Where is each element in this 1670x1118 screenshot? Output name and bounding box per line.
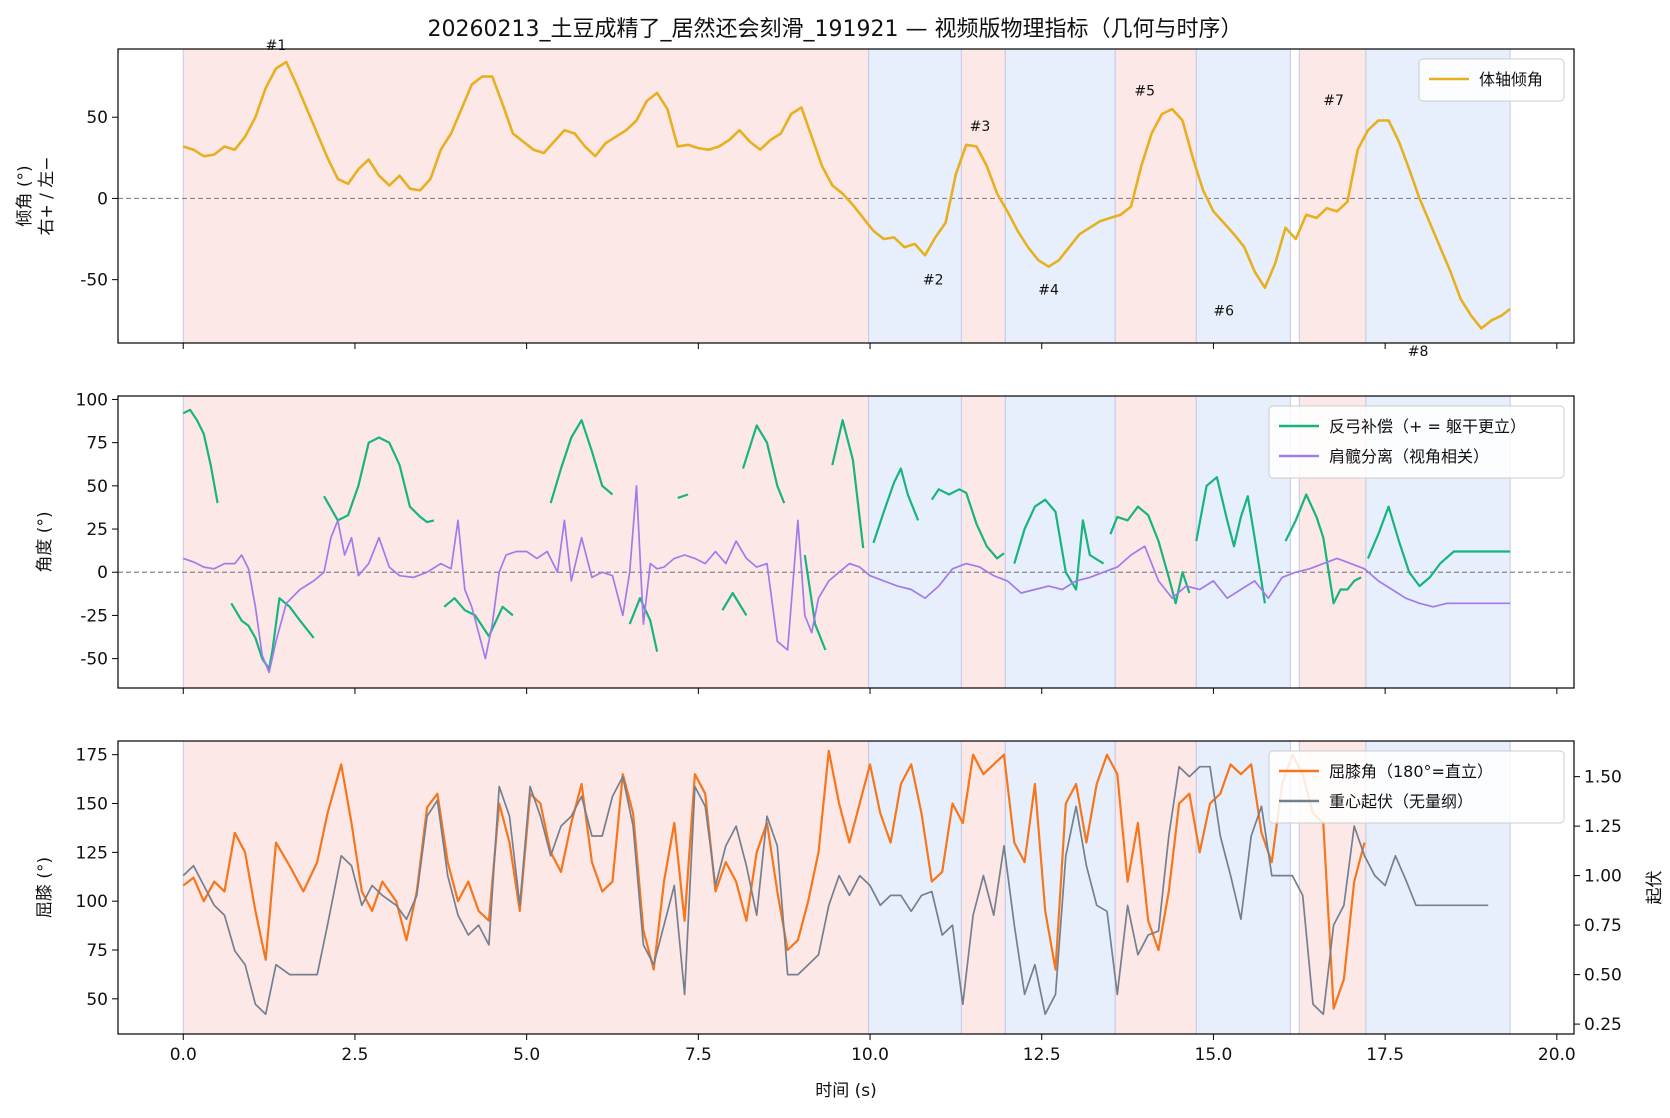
legend-label: 屈膝角（180°=直立） [1329,762,1493,781]
peak-label: #6 [1213,303,1234,319]
y-tick-label-right: 1.50 [1584,768,1622,788]
peak-label: #3 [970,119,991,135]
peak-label: #2 [923,273,944,289]
y-tick-label: 0 [97,563,108,583]
series-line [182,408,219,504]
y-tick-label: -50 [80,650,108,670]
series-line [721,591,748,616]
legend-label: 重心起伏（无量纲） [1329,792,1473,811]
phase-band [183,741,869,1034]
phase-band [183,396,869,688]
phase-band [1115,396,1197,688]
x-tick-label: 2.5 [341,1045,368,1065]
y-axis-label-sub: 右+ / 左− [37,156,57,235]
axes-frame [117,48,1575,344]
chart-title: 20260213_土豆成精了_居然还会刻滑_191921 — 视频版物理指标（几… [428,17,1243,42]
series-line [323,436,435,524]
y-tick-label: 125 [76,843,108,863]
legend-label: 肩髋分离（视角相关） [1329,447,1489,466]
y-tick-label-right: 0.75 [1584,916,1622,936]
x-tick-label: 12.5 [1023,1045,1061,1065]
phase-band [961,396,1006,688]
y-tick-label-right: 1.25 [1584,817,1622,837]
y-tick-label: 100 [76,390,108,410]
y-tick-label-right: 1.00 [1584,867,1622,887]
y-tick-label: 0 [97,189,108,209]
x-tick-label: 0.0 [170,1045,197,1065]
y-tick-label: 50 [86,477,108,497]
series-line [803,554,827,651]
series-line [872,467,920,544]
y-tick-label: 75 [86,434,108,454]
y-tick-label: -50 [80,271,108,291]
series-line [182,484,1511,674]
legend-label: 体轴倾角 [1479,70,1543,89]
phase-band [1005,49,1116,343]
x-tick-label: 15.0 [1195,1045,1233,1065]
series-line [1366,505,1511,588]
phase-band [868,741,962,1034]
y-axis-label: 倾角 (°) [15,165,35,226]
series-line [1109,505,1191,605]
series-line [1013,498,1105,591]
series-line [182,60,1511,330]
axes-frame [117,740,1575,1035]
legend-box [1268,750,1565,824]
phase-band [1196,49,1291,343]
y-tick-label: 75 [86,941,108,961]
x-tick-label: 7.5 [685,1045,712,1065]
peak-label: #4 [1038,282,1059,298]
x-tick-label: 5.0 [513,1045,540,1065]
y-tick-label: 25 [86,520,108,540]
phase-band [1115,741,1197,1034]
series-line [1284,493,1362,605]
y-tick-label: 50 [86,108,108,128]
series-line [1195,476,1266,604]
phase-band [183,49,869,343]
series-line [741,424,786,504]
phase-band [1299,49,1366,343]
y-tick-label: 150 [76,795,108,815]
peak-label: #5 [1134,83,1155,99]
peak-label: #1 [266,38,287,54]
series-line [831,419,865,549]
y-axis-label: 角度 (°) [35,511,55,572]
x-tick-label: 10.0 [851,1045,889,1065]
y-axis-label: 屈膝 (°) [35,857,55,918]
series-line [549,419,614,504]
series-line [930,488,1005,560]
legend-box [1268,405,1565,479]
axes-frame [117,395,1575,689]
y-tick-label: 100 [76,892,108,912]
y-tick-label: 175 [76,746,108,766]
series-line [182,765,1489,1016]
series-line [443,597,514,638]
peak-label: #7 [1323,93,1344,109]
legend-box [1418,58,1565,102]
y-tick-label: -25 [80,606,108,626]
y-axis-label-right: 起伏 [1645,871,1665,905]
series-line [677,493,689,499]
y-tick-label-right: 0.25 [1584,1015,1622,1035]
legend-label: 反弓补偿（+ = 躯干更立） [1329,417,1526,436]
x-tick-label: 20.0 [1538,1045,1576,1065]
x-axis-label: 时间 (s) [815,1081,877,1101]
y-tick-label-right: 0.50 [1584,966,1622,986]
peak-label: #8 [1408,344,1429,360]
phase-band [1115,49,1197,343]
phase-band [868,49,962,343]
x-tick-label: 17.5 [1366,1045,1404,1065]
phase-band [868,396,962,688]
y-tick-label: 50 [86,990,108,1010]
